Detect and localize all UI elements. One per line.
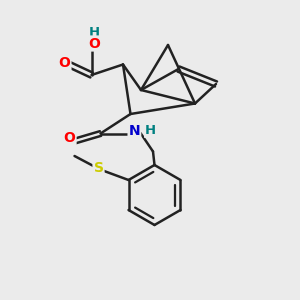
Text: O: O bbox=[58, 56, 70, 70]
Text: H: H bbox=[145, 124, 156, 137]
Text: S: S bbox=[94, 161, 103, 175]
Text: H: H bbox=[89, 26, 100, 40]
Text: O: O bbox=[64, 131, 76, 145]
Text: N: N bbox=[129, 124, 140, 138]
Text: O: O bbox=[88, 37, 101, 50]
